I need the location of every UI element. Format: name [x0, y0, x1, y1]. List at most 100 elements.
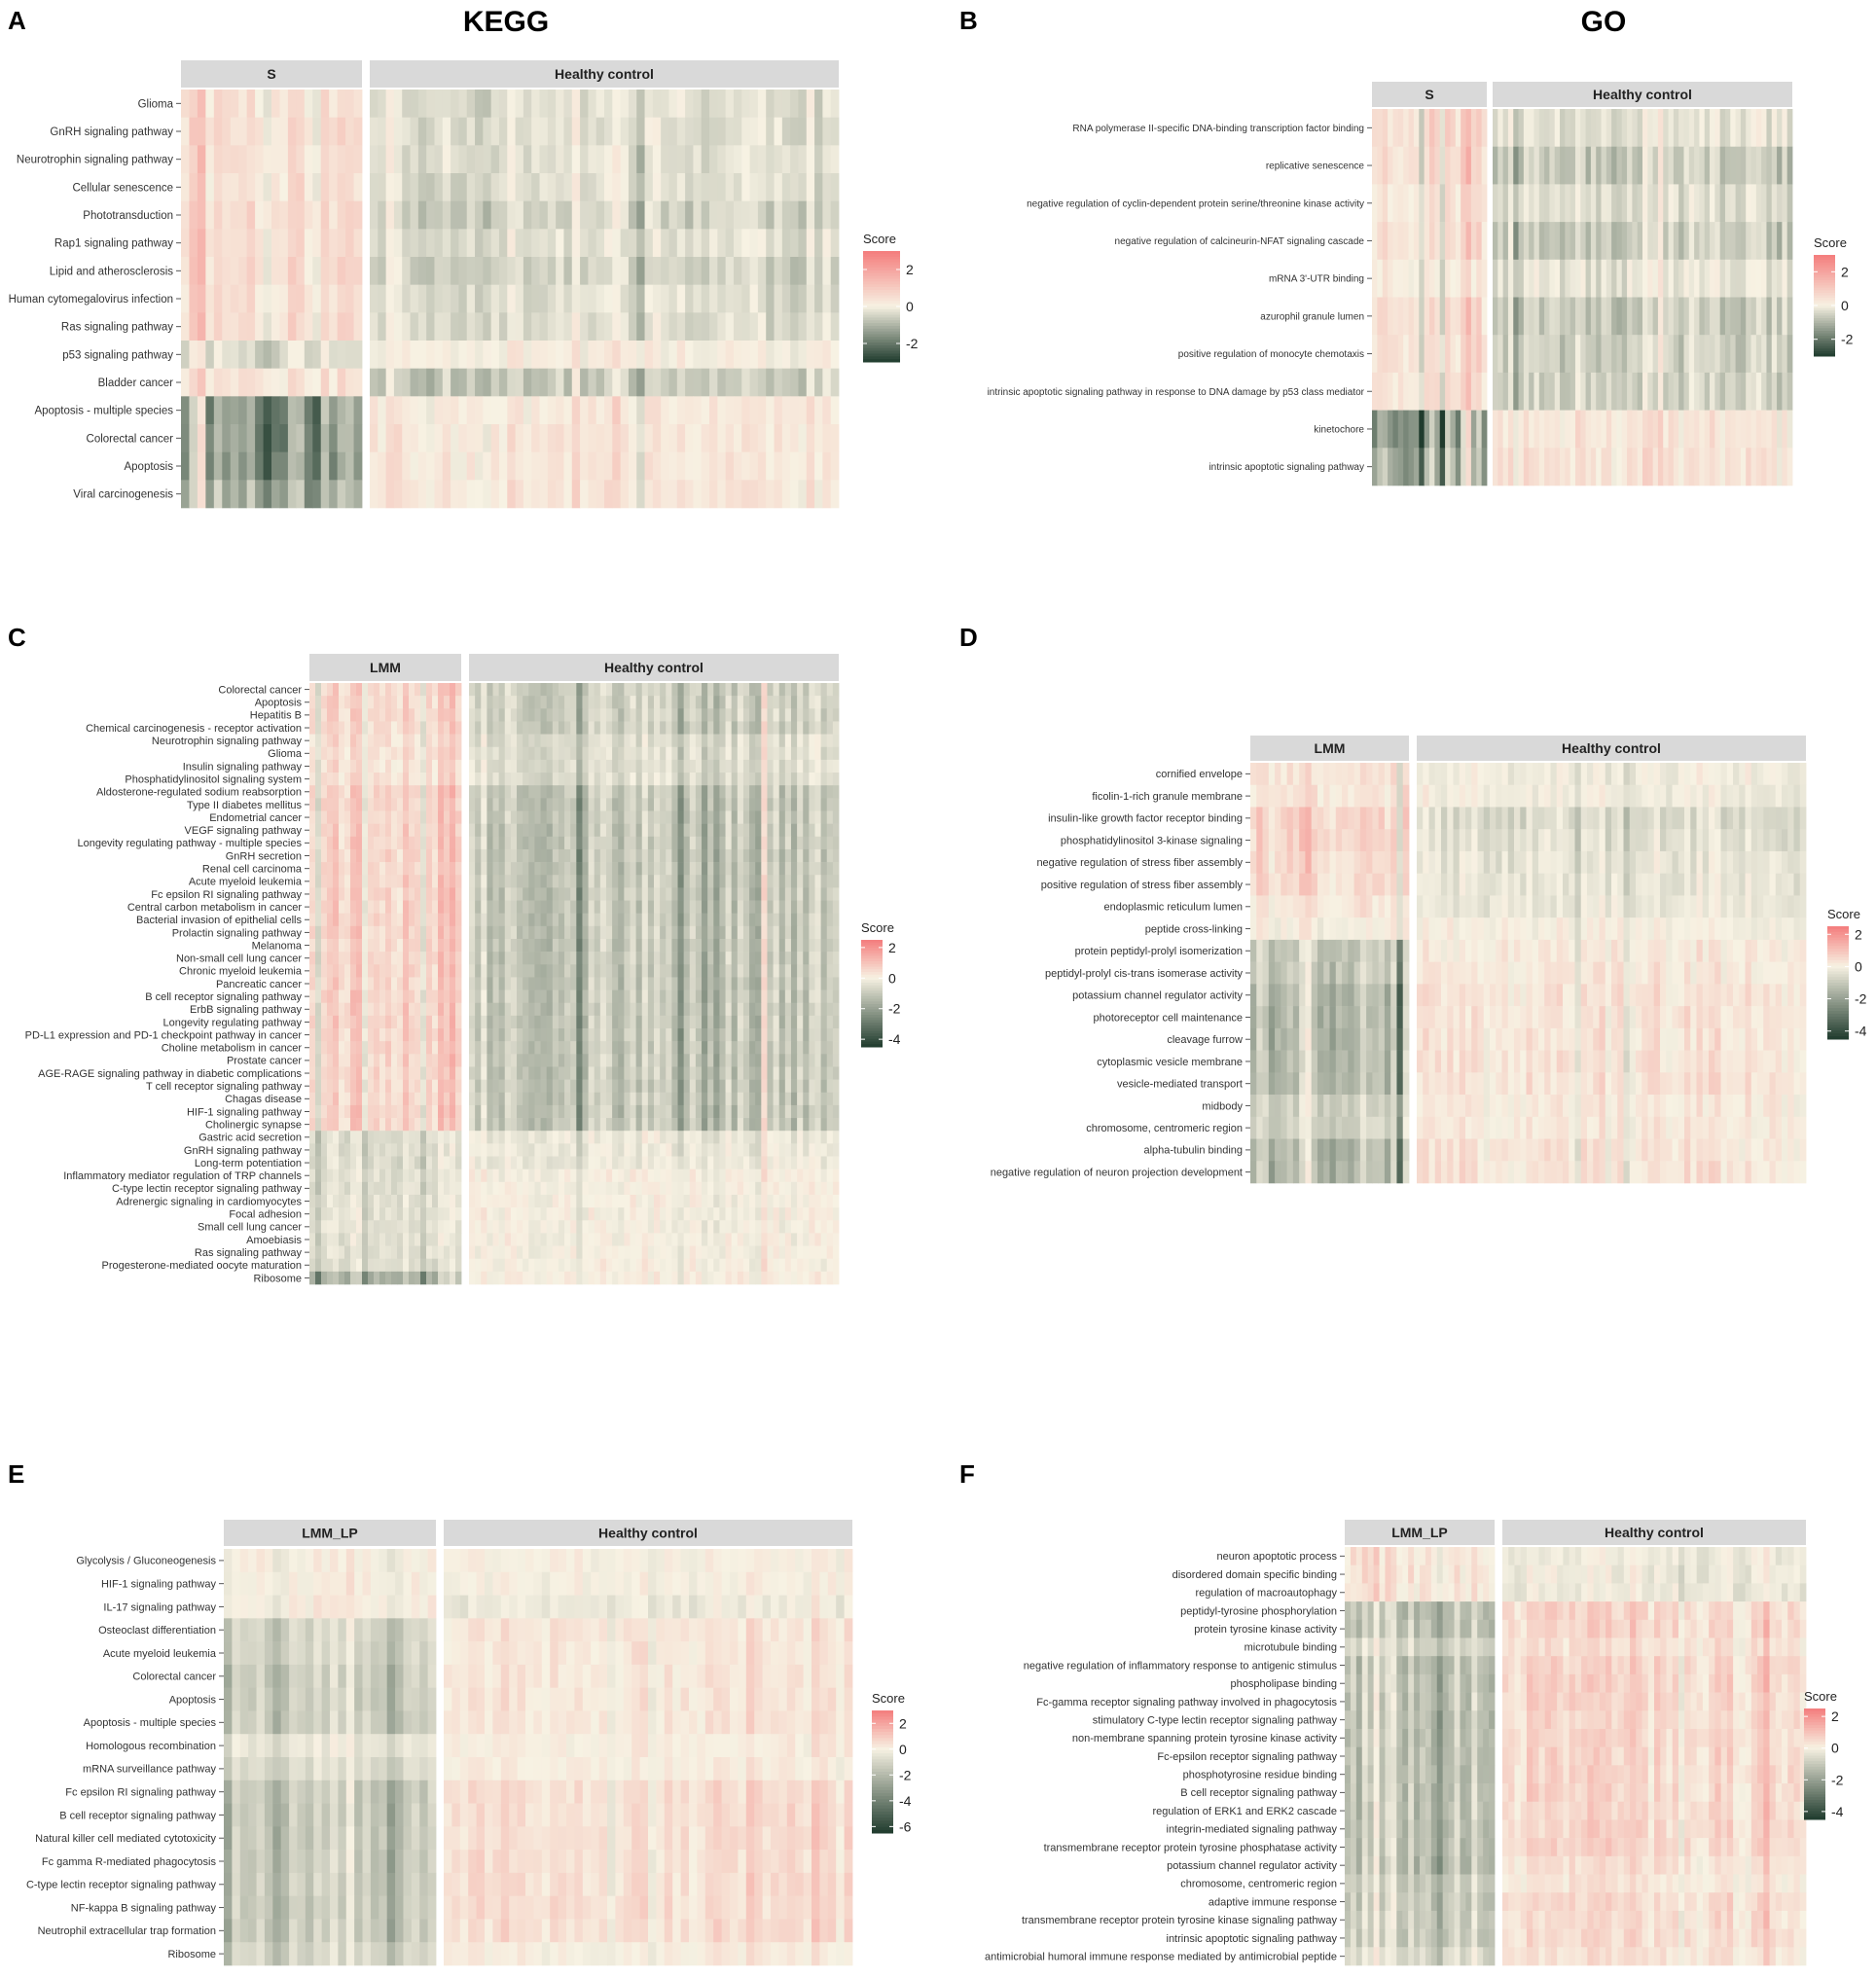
heatmap-cell: [523, 747, 529, 760]
heatmap-cell: [766, 424, 775, 452]
heatmap-cell: [1705, 373, 1711, 411]
heatmap-cell: [517, 1054, 523, 1066]
heatmap-cell: [713, 914, 720, 926]
heatmap-cell: [621, 424, 630, 452]
heatmap-cell: [528, 1028, 535, 1041]
heatmap-cell: [426, 1041, 432, 1054]
heatmap-cell: [450, 1003, 455, 1016]
heatmap-cell: [589, 990, 595, 1003]
heatmap-cell: [344, 1041, 350, 1054]
heatmap-cell: [807, 118, 815, 146]
heatmap-cell: [455, 1054, 461, 1066]
heatmap-cell: [588, 480, 596, 508]
heatmap-cell: [1627, 448, 1633, 486]
heatmap-cell: [553, 760, 559, 773]
heatmap-cell: [362, 939, 368, 952]
heatmap-cell: [629, 369, 637, 397]
heatmap-cell: [356, 708, 362, 721]
heatmap-cell: [755, 887, 762, 900]
heatmap-cell: [469, 721, 476, 734]
heatmap-cell: [374, 1066, 379, 1079]
heatmap-cell: [570, 1003, 577, 1016]
heatmap-cell: [394, 341, 403, 369]
heatmap-cell: [344, 683, 350, 696]
heatmap-cell: [678, 875, 685, 887]
heatmap-cell: [648, 1028, 655, 1041]
heatmap-cell: [814, 1016, 821, 1028]
heatmap-cell: [642, 1028, 649, 1041]
heatmap-cell: [531, 369, 540, 397]
heatmap-cell: [198, 396, 206, 424]
heatmap-cell: [809, 696, 815, 708]
heatmap-cell: [362, 977, 368, 989]
heatmap-cell: [181, 90, 190, 118]
heatmap-cell: [315, 683, 321, 696]
heatmap-cell: [1736, 335, 1742, 373]
heatmap-cell: [222, 173, 231, 201]
heatmap-cell: [1529, 184, 1534, 222]
heatmap-cell: [391, 849, 397, 862]
heatmap-cell: [749, 862, 756, 875]
heatmap-cell: [426, 810, 432, 823]
heatmap-cell: [1524, 147, 1530, 185]
heatmap-cell: [339, 810, 344, 823]
heatmap-cell: [572, 229, 581, 257]
heatmap-cell: [761, 901, 768, 914]
heatmap-cell: [339, 952, 344, 964]
heatmap-cell: [668, 201, 677, 230]
heatmap-cell: [1580, 335, 1586, 373]
heatmap-cell: [738, 785, 744, 798]
heatmap-cell: [833, 1041, 840, 1054]
heatmap-cell: [604, 452, 613, 481]
heatmap-cell: [540, 285, 549, 313]
heatmap-cell: [1725, 335, 1731, 373]
heatmap-cell: [755, 926, 762, 939]
heatmap-cell: [570, 810, 577, 823]
heatmap-cell: [1663, 448, 1669, 486]
heatmap-cell: [374, 735, 379, 747]
heatmap-cell: [738, 798, 744, 810]
heatmap-cell: [595, 952, 601, 964]
heatmap-cell: [709, 118, 718, 146]
heatmap-cell: [415, 952, 420, 964]
heatmap-cell: [761, 939, 768, 952]
heatmap-cell: [391, 773, 397, 785]
heatmap-cell: [181, 145, 190, 173]
heatmap-cell: [1766, 411, 1772, 449]
heatmap-cell: [666, 760, 672, 773]
heatmap-cell: [779, 773, 786, 785]
row-label: Longevity regulating pathway - multiple …: [77, 838, 302, 849]
heatmap-cell: [517, 1028, 523, 1041]
heatmap-cell: [660, 696, 667, 708]
heatmap-cell: [541, 1066, 548, 1079]
heatmap-cell: [564, 939, 571, 952]
heatmap-cell: [779, 708, 786, 721]
heatmap-cell: [702, 952, 708, 964]
heatmap-cell: [438, 939, 444, 952]
heatmap-cell: [690, 1041, 697, 1054]
heatmap-cell: [726, 735, 733, 747]
heatmap-cell: [403, 760, 409, 773]
heatmap-cell: [630, 926, 636, 939]
heatmap-cell: [444, 849, 450, 862]
heatmap-cell: [432, 1016, 438, 1028]
heatmap-cell: [1456, 448, 1461, 486]
heatmap-cell: [426, 952, 432, 964]
heatmap-cell: [1524, 448, 1530, 486]
heatmap-cell: [368, 964, 374, 977]
heatmap-cell: [418, 312, 427, 341]
heatmap-cell: [264, 452, 272, 481]
heatmap-cell: [528, 901, 535, 914]
heatmap-cell: [374, 760, 379, 773]
heatmap-cell: [467, 90, 476, 118]
heatmap-cell: [397, 824, 403, 837]
heatmap-cell: [791, 952, 798, 964]
heatmap-cell: [809, 785, 815, 798]
heatmap-cell: [612, 1066, 619, 1079]
heatmap-cell: [668, 173, 677, 201]
heatmap-cell: [1388, 298, 1393, 336]
heatmap-cell: [588, 369, 596, 397]
heatmap-cell: [660, 862, 667, 875]
heatmap-cell: [604, 312, 613, 341]
heatmap-cell: [420, 990, 426, 1003]
